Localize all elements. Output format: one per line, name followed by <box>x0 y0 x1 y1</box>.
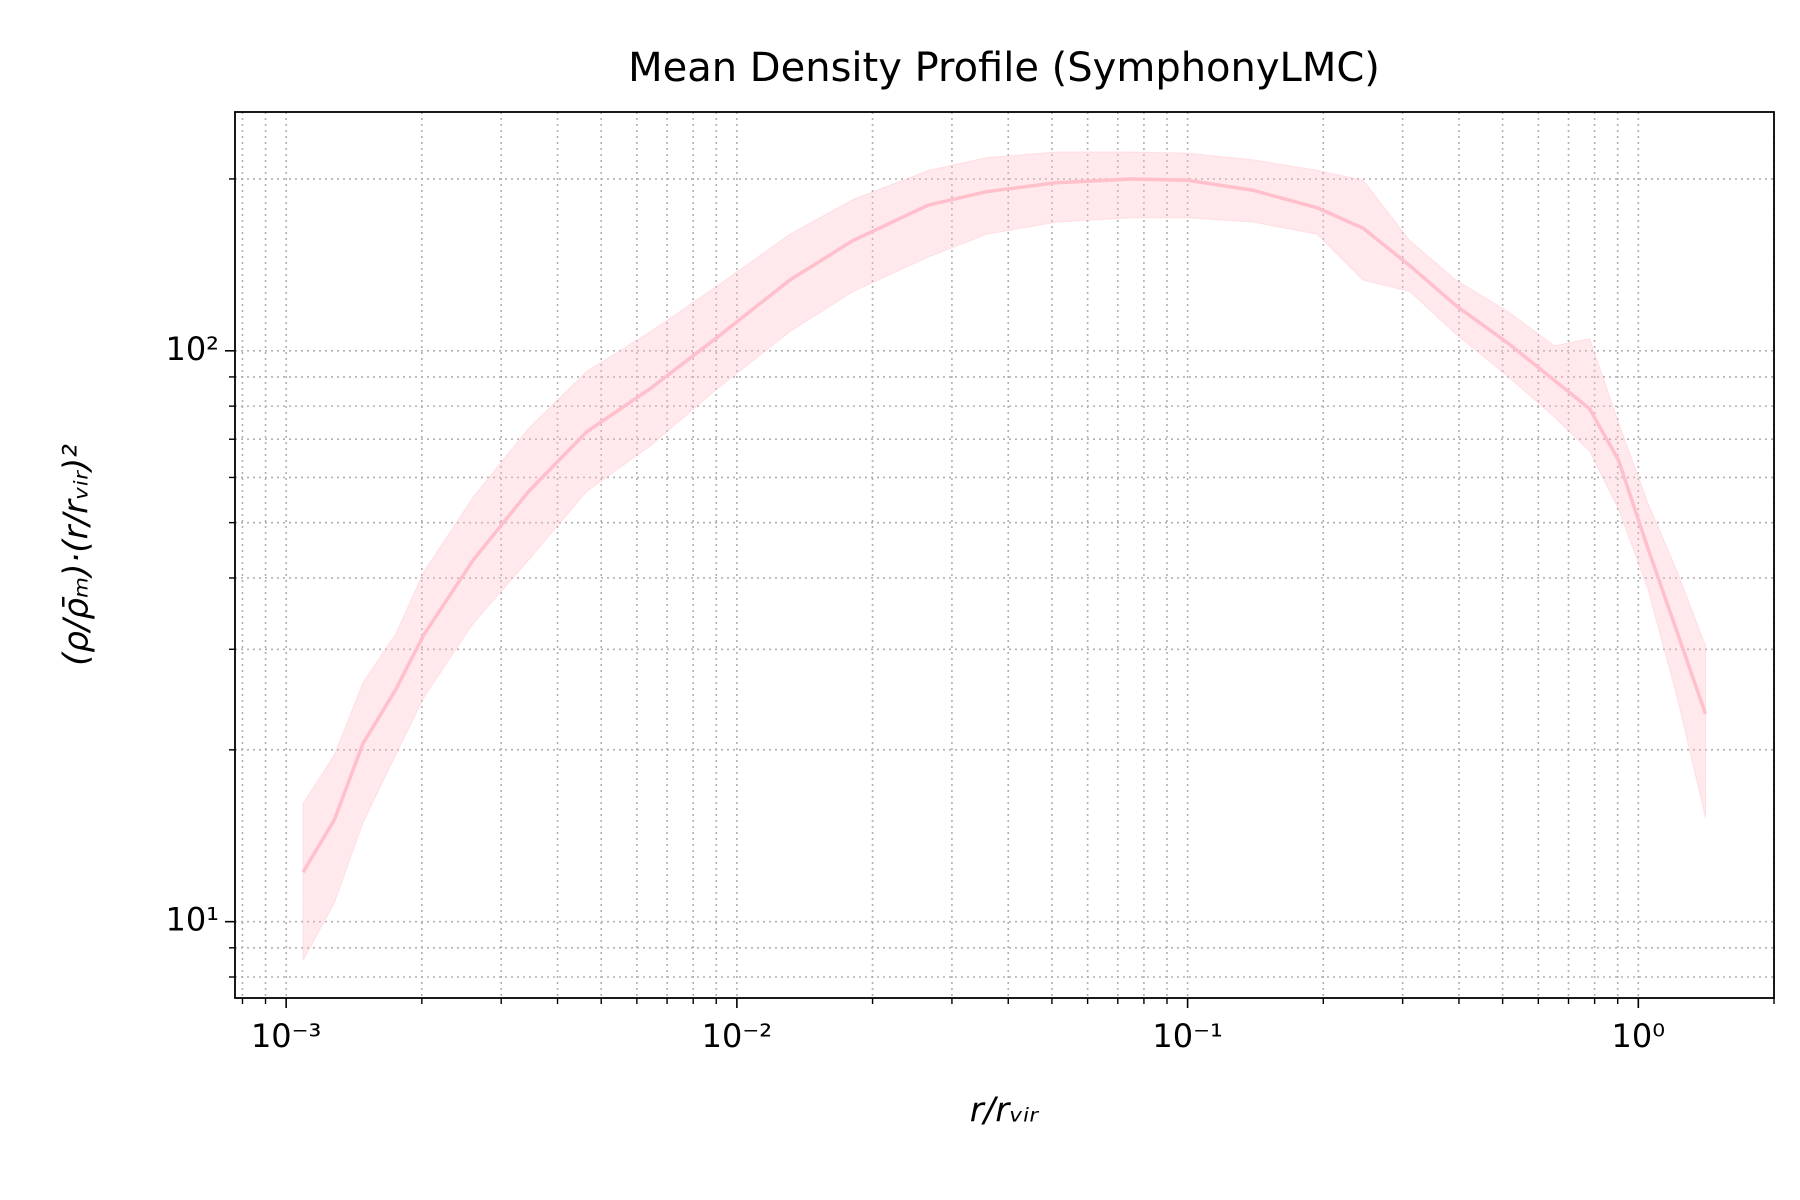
chart-title: Mean Density Profile (SymphonyLMC) <box>628 45 1380 91</box>
x-tick-label: 10⁻³ <box>251 1017 321 1055</box>
x-axis-label: r/rᵥᵢᵣ <box>970 1091 1040 1131</box>
y-tick-label: 10¹ <box>165 901 219 939</box>
y-axis-label: (ρ/ρ̄ₘ)·(r/rᵥᵢᵣ)² <box>57 444 97 666</box>
y-tick-label: 10² <box>165 330 219 368</box>
plot-frame <box>234 111 1775 999</box>
line <box>301 177 1708 874</box>
error-band <box>302 151 1707 961</box>
x-tick-label: 10⁻¹ <box>1152 1017 1222 1055</box>
x-tick-label: 10⁻² <box>702 1017 772 1055</box>
x-tick-label: 10⁰ <box>1612 1017 1666 1055</box>
